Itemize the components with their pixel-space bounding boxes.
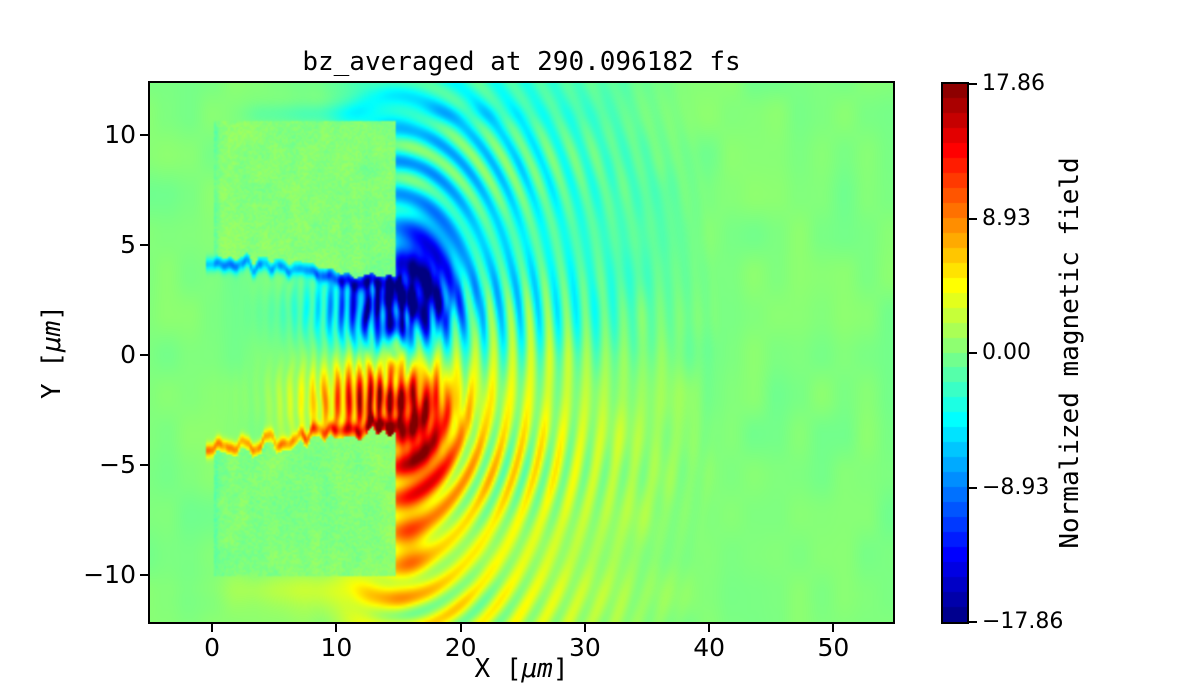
x-axis-label-close: ] xyxy=(552,654,569,684)
x-tick-label: 0 xyxy=(204,633,221,662)
colorbar-tick-mark xyxy=(969,621,977,623)
colorbar-label: Normalized magnetic field xyxy=(1055,157,1085,549)
y-tick-mark xyxy=(140,354,148,357)
y-tick-mark xyxy=(140,244,148,247)
x-tick-mark xyxy=(708,624,711,632)
x-axis-label-text: X [ xyxy=(474,654,522,684)
colorbar-tick-label: 0.00 xyxy=(982,340,1031,365)
x-tick-mark xyxy=(211,624,214,632)
y-tick-mark xyxy=(140,574,148,577)
x-tick-label: 10 xyxy=(320,633,353,662)
colorbar-tick-label: 17.86 xyxy=(982,71,1045,96)
y-tick-label: −5 xyxy=(99,450,136,480)
x-tick-mark xyxy=(583,624,586,632)
y-tick-mark xyxy=(140,464,148,467)
x-tick-mark xyxy=(832,624,835,632)
y-tick-label: 10 xyxy=(104,120,136,150)
y-tick-label: −10 xyxy=(83,560,136,590)
y-tick-mark xyxy=(140,134,148,137)
colorbar-tick-label: 8.93 xyxy=(982,205,1031,231)
x-tick-label: 30 xyxy=(568,633,601,662)
colorbar-tick-mark xyxy=(969,486,977,489)
x-tick-label: 50 xyxy=(817,633,850,662)
axes-frame xyxy=(148,81,895,624)
colorbar-frame xyxy=(941,82,969,624)
heatmap-canvas xyxy=(150,83,893,622)
y-axis-label-close: ] xyxy=(37,305,67,321)
colorbar-tick-mark xyxy=(969,352,977,354)
plot-title: bz_averaged at 290.096182 fs xyxy=(302,47,741,77)
colorbar-tick-label: −8.93 xyxy=(982,474,1050,500)
colorbar-tick-label: −17.86 xyxy=(982,609,1064,634)
x-tick-mark xyxy=(459,624,462,632)
x-tick-label: 40 xyxy=(693,633,726,662)
y-tick-label: 5 xyxy=(120,230,136,260)
y-tick-label: 0 xyxy=(120,340,136,370)
colorbar-canvas xyxy=(943,84,967,622)
x-axis-label-mu: μm xyxy=(521,654,553,684)
x-axis-label: X [μm] xyxy=(150,654,893,684)
x-tick-label: 20 xyxy=(444,633,477,662)
colorbar-tick-mark xyxy=(969,83,977,85)
colorbar-tick-mark xyxy=(969,217,977,220)
x-tick-mark xyxy=(335,624,338,632)
